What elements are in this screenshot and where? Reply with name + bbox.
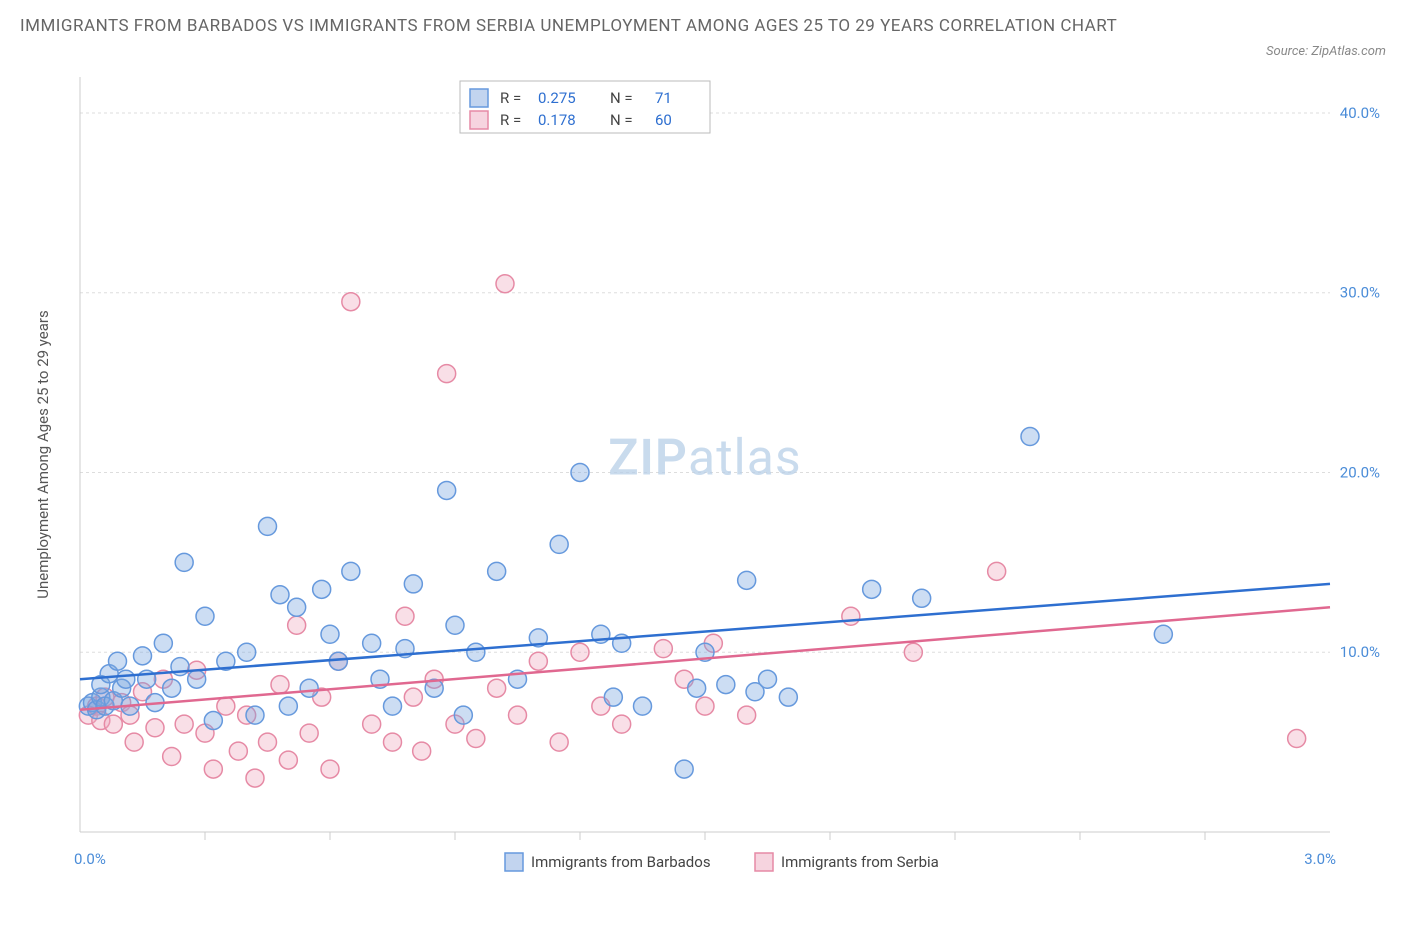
svg-text:Immigrants from Barbados: Immigrants from Barbados [531,853,711,871]
svg-text:ZIPatlas: ZIPatlas [608,430,801,488]
svg-text:0.275: 0.275 [538,89,576,107]
svg-text:0.178: 0.178 [538,111,576,129]
svg-text:3.0%: 3.0% [1304,850,1336,868]
svg-text:R =: R = [500,89,521,107]
svg-text:60: 60 [655,111,672,129]
svg-text:20.0%: 20.0% [1340,463,1380,481]
source-credit: Source: ZipAtlas.com [1266,44,1386,59]
svg-text:Immigrants from Serbia: Immigrants from Serbia [781,853,939,871]
svg-text:40.0%: 40.0% [1340,104,1380,122]
svg-text:71: 71 [655,89,672,107]
svg-text:10.0%: 10.0% [1340,643,1380,661]
chart-svg: 10.0% 20.0% 30.0% 40.0% 0.0% 3.0% Unemployment… [20,67,1386,897]
svg-text:R =: R = [500,111,521,129]
scatter-chart: 10.0% 20.0% 30.0% 40.0% 0.0% 3.0% Unemployment… [20,67,1386,897]
svg-text:N =: N = [610,111,633,129]
page-title: IMMIGRANTS FROM BARBADOS VS IMMIGRANTS F… [20,14,1117,40]
svg-text:Unemployment Among Ages 25 to: Unemployment Among Ages 25 to 29 years [34,310,52,598]
svg-text:0.0%: 0.0% [74,850,106,868]
svg-text:30.0%: 30.0% [1340,284,1380,302]
svg-text:N =: N = [610,89,633,107]
